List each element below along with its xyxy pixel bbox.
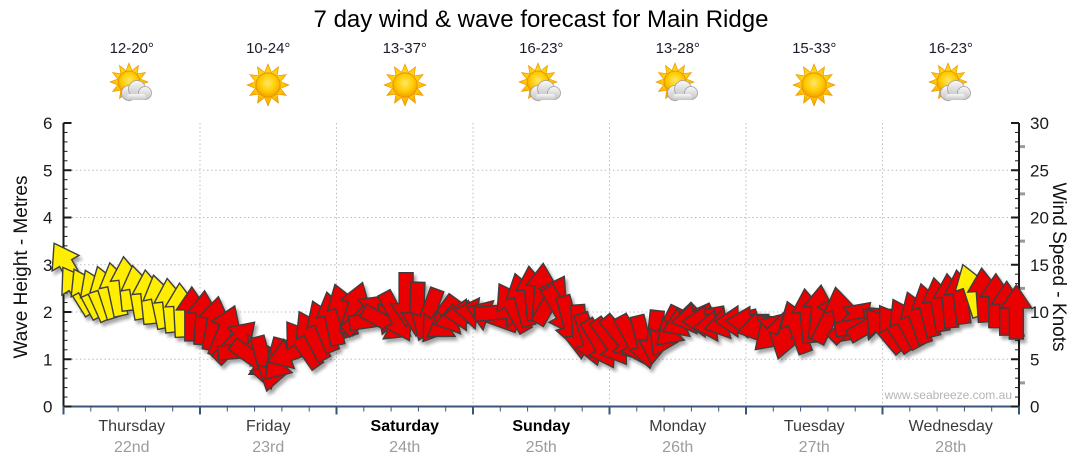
sun-disc bbox=[392, 72, 418, 98]
day-name: Thursday bbox=[98, 418, 166, 435]
left-tick-label: 5 bbox=[43, 161, 52, 180]
wind-arrow-shape bbox=[999, 283, 1034, 340]
day-forecast-sunday: 16-23° bbox=[471, 40, 611, 109]
wind-arrow bbox=[999, 283, 1034, 340]
day-axis-label-thursday: Thursday 22nd bbox=[62, 418, 202, 457]
day-axis-label-saturday: Saturday 24th bbox=[335, 418, 475, 457]
temperature-range: 16-23° bbox=[928, 40, 973, 57]
right-tick-label: 20 bbox=[1030, 209, 1049, 228]
right-tick-label: 25 bbox=[1030, 161, 1049, 180]
day-date: 22nd bbox=[113, 439, 150, 456]
sunny-icon bbox=[792, 63, 837, 107]
sun-disc bbox=[255, 72, 281, 98]
left-tick-label: 2 bbox=[43, 303, 52, 322]
left-tick-label: 1 bbox=[43, 350, 52, 369]
partly-cloudy-icon bbox=[654, 62, 698, 102]
cloud bbox=[939, 80, 971, 101]
left-tick-label: 6 bbox=[43, 114, 52, 133]
cloud bbox=[530, 80, 562, 101]
sun-disc bbox=[801, 72, 827, 98]
temperature-range: 16-23° bbox=[519, 40, 564, 57]
right-tick-label: 10 bbox=[1030, 303, 1049, 322]
day-name: Sunday bbox=[512, 418, 571, 435]
day-axis-label-sunday: Sunday 25th bbox=[471, 418, 611, 457]
day-axis-label-monday: Monday 26th bbox=[608, 418, 748, 457]
day-forecast-friday: 10-24° bbox=[198, 40, 338, 109]
page-title: 7 day wind & wave forecast for Main Ridg… bbox=[313, 6, 769, 33]
axes: 0 1 2 3 4 5 6 0 5 10 15 20 25 30 bbox=[43, 114, 1049, 417]
temperature-range: 13-28° bbox=[655, 40, 700, 57]
day-date: 26th bbox=[662, 439, 694, 456]
day-name: Tuesday bbox=[783, 418, 845, 435]
temperature-range: 13-37° bbox=[382, 40, 427, 57]
right-tick-label: 5 bbox=[1030, 350, 1039, 369]
temperature-range: 15-33° bbox=[792, 40, 837, 57]
day-axis-label-tuesday: Tuesday 27th bbox=[744, 418, 884, 457]
temperature-range: 10-24° bbox=[246, 40, 291, 57]
watermark-text: www.seabreeze.com.au bbox=[884, 388, 1012, 402]
partly-cloudy-icon bbox=[927, 62, 971, 102]
right-tick-label: 30 bbox=[1030, 114, 1049, 133]
left-axis-title: Wave Height - Metres bbox=[11, 175, 32, 359]
day-date: 23rd bbox=[252, 439, 285, 456]
sunny-icon bbox=[382, 63, 427, 107]
right-axis-title: Wind Speed - Knots bbox=[1048, 182, 1069, 352]
day-forecast-wednesday: 16-23° bbox=[881, 40, 1021, 109]
left-tick-label: 3 bbox=[43, 256, 52, 275]
day-forecast-tuesday: 15-33° bbox=[744, 40, 884, 109]
day-axis-label-wednesday: Wednesday 28th bbox=[881, 418, 1021, 457]
day-date: 24th bbox=[389, 439, 421, 456]
day-name: Wednesday bbox=[908, 418, 993, 435]
temperature-range: 12-20° bbox=[109, 40, 154, 57]
cloud bbox=[666, 80, 698, 101]
left-tick-label: 4 bbox=[43, 209, 52, 228]
day-forecast-saturday: 13-37° bbox=[335, 40, 475, 109]
day-forecast-thursday: 12-20° bbox=[62, 40, 202, 109]
wind-arrow-series bbox=[51, 242, 1034, 393]
day-date: 27th bbox=[798, 439, 830, 456]
day-name: Saturday bbox=[370, 418, 439, 435]
day-name: Friday bbox=[246, 418, 291, 435]
day-forecast-monday: 13-28° bbox=[608, 40, 748, 109]
day-date: 28th bbox=[935, 439, 967, 456]
day-axis-label-friday: Friday 23rd bbox=[198, 418, 338, 457]
sunny-icon bbox=[246, 63, 291, 107]
partly-cloudy-icon bbox=[108, 62, 152, 102]
day-date: 25th bbox=[525, 439, 557, 456]
left-tick-label: 0 bbox=[43, 398, 52, 417]
right-tick-label: 15 bbox=[1030, 256, 1049, 275]
right-tick-label: 0 bbox=[1030, 398, 1039, 417]
cloud bbox=[120, 80, 152, 101]
partly-cloudy-icon bbox=[518, 62, 562, 102]
day-name: Monday bbox=[649, 418, 707, 435]
